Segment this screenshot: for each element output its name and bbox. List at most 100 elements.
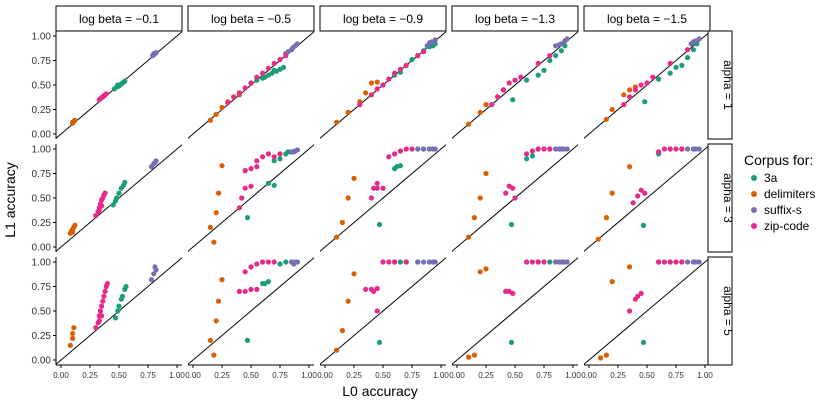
point-delimiters [374, 79, 380, 85]
point-zip-code [242, 185, 248, 191]
row-strip [707, 30, 733, 140]
point-3a [397, 163, 403, 169]
panel-r2-c1 [188, 257, 314, 365]
point-suffix-s [294, 41, 300, 47]
point-suffix-s [564, 36, 570, 42]
point-suffix-s [291, 261, 297, 267]
point-delimiters [627, 164, 633, 170]
point-delimiters [70, 335, 76, 341]
point-3a [547, 57, 553, 64]
point-3a [640, 222, 647, 228]
point-zip-code [403, 62, 409, 68]
point-3a [280, 64, 287, 70]
point-zip-code [371, 288, 377, 294]
y-tick-label: 1.00 [32, 145, 52, 156]
point-3a [535, 72, 541, 78]
point-zip-code [535, 146, 541, 152]
point-zip-code [104, 281, 110, 287]
point-delimiters [466, 354, 472, 360]
point-3a [553, 53, 559, 59]
point-3a [244, 215, 251, 221]
point-delimiters [627, 264, 633, 270]
point-zip-code [97, 308, 103, 314]
point-suffix-s [564, 259, 570, 265]
point-3a [262, 74, 268, 80]
point-zip-code [102, 288, 108, 294]
y-tick-label: 0.00 [32, 356, 52, 367]
point-suffix-s [432, 37, 438, 43]
panel-r0-c2 [320, 31, 446, 139]
point-suffix-s [556, 42, 562, 48]
point-zip-code [374, 86, 380, 92]
point-zip-code [254, 164, 260, 170]
y-tick-label: 0.00 [32, 130, 52, 141]
point-delimiters [207, 337, 213, 343]
point-suffix-s [285, 49, 291, 55]
point-zip-code [380, 82, 386, 88]
point-3a [524, 77, 530, 83]
x-tick-label: 0.75 [404, 371, 420, 380]
point-3a [265, 180, 271, 186]
y-axis-title: L1 accuracy [2, 162, 18, 237]
point-suffix-s [421, 259, 427, 265]
point-zip-code [421, 49, 427, 55]
point-zip-code [93, 213, 99, 219]
legend-label: zip-code [764, 219, 810, 233]
x-tick-label: 0.50 [111, 371, 127, 380]
point-delimiters [219, 277, 225, 283]
point-zip-code [638, 187, 644, 193]
point-3a [119, 293, 126, 299]
point-zip-code [236, 288, 242, 294]
point-zip-code [96, 318, 102, 324]
point-delimiters [627, 87, 633, 93]
point-zip-code [495, 94, 501, 100]
point-zip-code [248, 264, 254, 270]
facet-strips: log beta = −0.1 log beta = −0.5 log beta =… [55, 5, 735, 366]
point-zip-code [368, 195, 374, 201]
point-suffix-s [564, 146, 570, 152]
point-delimiters [351, 175, 357, 181]
point-zip-code [386, 259, 392, 265]
panel-r2-c3 [452, 257, 578, 365]
point-delimiters [211, 239, 217, 245]
point-3a [283, 259, 289, 265]
x-tick-label: 0.00 [581, 371, 597, 380]
point-zip-code [102, 190, 108, 196]
point-zip-code [99, 203, 105, 209]
legend-key-delimiters [751, 191, 757, 197]
point-zip-code [236, 205, 242, 211]
point-delimiters [219, 163, 225, 169]
point-delimiters [215, 190, 222, 196]
point-delimiters [603, 352, 610, 358]
point-zip-code [667, 60, 673, 66]
point-delimiters [71, 325, 77, 331]
x-tick-label: 0.75 [140, 371, 156, 380]
legend-key-suffix-s [751, 207, 757, 213]
identity-line [320, 257, 446, 365]
point-zip-code [271, 259, 277, 265]
point-suffix-s [151, 271, 157, 277]
point-zip-code [254, 74, 260, 80]
point-delimiters [609, 279, 615, 285]
point-3a [508, 221, 515, 228]
point-3a [547, 259, 553, 265]
point-zip-code [529, 148, 536, 154]
point-3a [116, 303, 122, 309]
panel-r0-c1 [188, 31, 314, 139]
point-3a [271, 67, 277, 73]
identity-line [584, 257, 710, 365]
point-zip-code [512, 195, 518, 201]
x-tick-label: 1.00 [565, 371, 581, 380]
point-zip-code [403, 259, 409, 265]
point-zip-code [541, 146, 547, 152]
point-zip-code [386, 76, 392, 82]
point-delimiters [345, 109, 351, 115]
point-delimiters [471, 352, 477, 358]
point-delimiters [213, 111, 219, 117]
x-tick-label: 0.25 [610, 371, 626, 380]
point-zip-code [236, 90, 242, 96]
point-zip-code [656, 149, 662, 155]
point-3a [529, 153, 536, 159]
point-zip-code [679, 146, 685, 152]
point-delimiters [219, 104, 225, 111]
